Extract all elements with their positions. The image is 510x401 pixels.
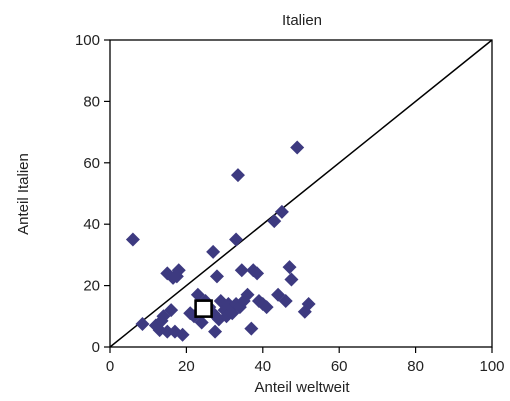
data-point	[250, 266, 265, 281]
diagonal-reference-line	[109, 39, 493, 348]
data-point	[175, 327, 190, 342]
data-point	[284, 272, 299, 287]
y-tick-label: 20	[83, 278, 100, 295]
y-axis-title: Anteil Italien	[15, 153, 32, 235]
y-tick-label: 0	[92, 339, 100, 356]
data-point	[240, 287, 255, 302]
x-tick-label: 100	[479, 358, 504, 375]
y-tick-label: 100	[75, 32, 100, 49]
y-tick-label: 80	[83, 93, 100, 110]
x-tick-label: 40	[254, 358, 271, 375]
y-axis: 0 20 40 60 80 100	[75, 32, 110, 356]
plot-frame	[109, 39, 493, 348]
data-point	[209, 269, 224, 284]
data-point	[274, 204, 289, 219]
y-tick-label: 60	[83, 155, 100, 172]
data-point	[206, 244, 221, 259]
data-point	[244, 321, 259, 336]
plot-area	[109, 39, 493, 348]
data-point	[234, 263, 249, 278]
data-point	[164, 303, 179, 318]
highlight-point	[194, 299, 213, 318]
data-point	[259, 300, 274, 315]
x-axis: 0 20 40 60 80 100	[106, 347, 505, 375]
x-axis-title: Anteil weltweit	[254, 379, 350, 396]
data-point	[194, 315, 209, 330]
data-point	[160, 324, 175, 339]
x-tick-label: 80	[407, 358, 424, 375]
data-point	[278, 293, 293, 308]
data-point	[171, 263, 186, 278]
data-point	[229, 232, 244, 247]
data-point	[135, 316, 150, 331]
data-point	[282, 260, 297, 275]
data-point	[267, 214, 282, 229]
data-point	[208, 324, 223, 339]
x-tick-label: 60	[331, 358, 348, 375]
y-tick-label: 40	[83, 216, 100, 233]
data-point	[230, 168, 245, 183]
data-point	[290, 140, 305, 155]
x-tick-label: 20	[178, 358, 195, 375]
x-tick-label: 0	[106, 358, 114, 375]
data-point	[301, 297, 316, 312]
chart-title: Italien	[282, 12, 322, 29]
data-point	[125, 232, 140, 247]
